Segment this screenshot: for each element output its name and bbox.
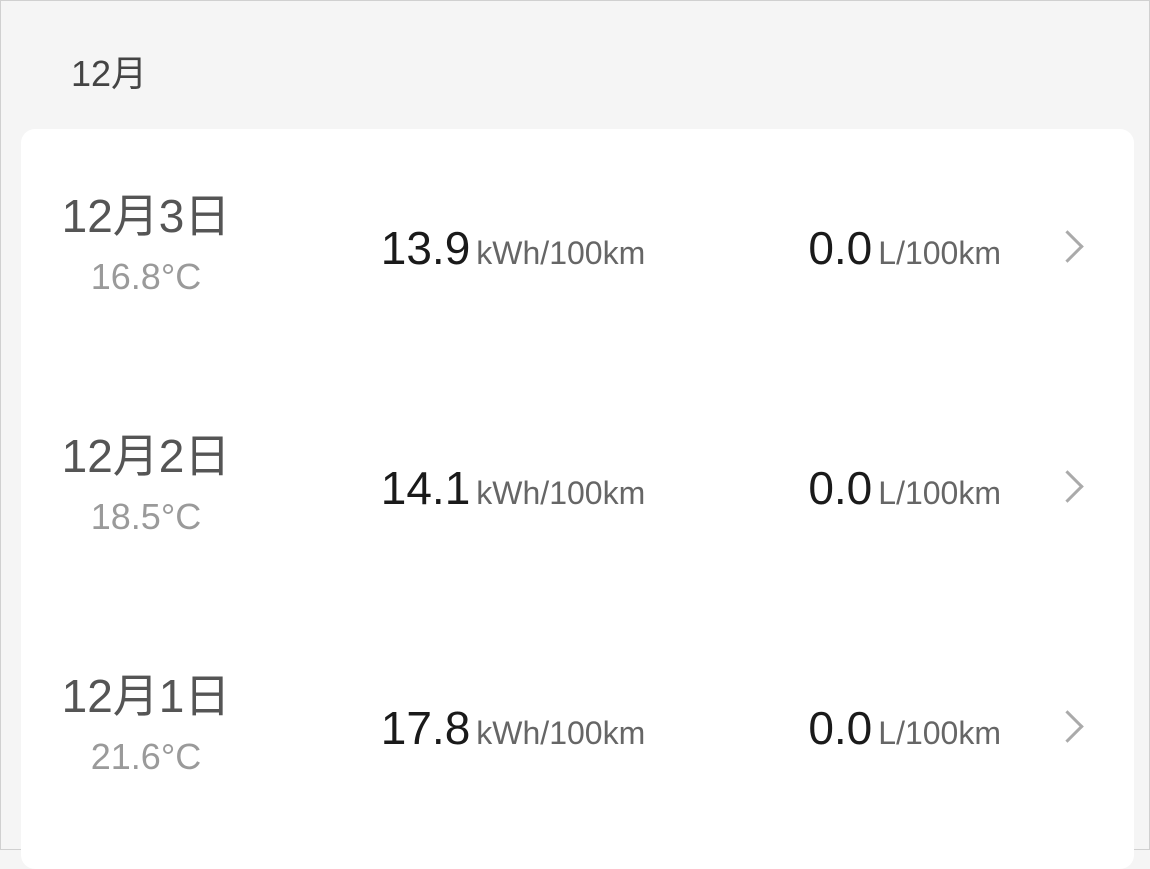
electric-unit: kWh/100km [476, 235, 646, 271]
chevron-right-icon[interactable] [1051, 470, 1084, 503]
fuel-value: 0.0 [808, 462, 873, 514]
fuel-value: 0.0 [808, 702, 873, 754]
date-column: 12月3日 16.8°C [41, 191, 251, 299]
record-date: 12月2日 [61, 430, 231, 482]
record-temperature: 18.5°C [90, 496, 202, 537]
date-column: 12月1日 21.6°C [41, 671, 251, 779]
electric-value: 17.8 [380, 702, 471, 754]
chevron-right-icon[interactable] [1051, 230, 1084, 263]
electric-value: 14.1 [380, 462, 471, 514]
electric-consumption: 13.9 kWh/100km [313, 221, 713, 275]
record-temperature: 16.8°C [90, 256, 202, 297]
fuel-value: 0.0 [808, 222, 873, 274]
electric-value: 13.9 [380, 222, 471, 274]
electric-consumption: 17.8 kWh/100km [313, 701, 713, 755]
fuel-consumption: 0.0 L/100km [808, 701, 1001, 755]
chevron-right-icon[interactable] [1051, 710, 1084, 743]
date-column: 12月2日 18.5°C [41, 431, 251, 539]
electric-unit: kWh/100km [476, 475, 646, 511]
fuel-consumption: 0.0 L/100km [808, 461, 1001, 515]
daily-records-card: 12月3日 16.8°C 13.9 kWh/100km 0.0 L/100km 12… [21, 129, 1134, 869]
record-date: 12月1日 [61, 670, 231, 722]
electric-unit: kWh/100km [476, 715, 646, 751]
electric-consumption: 14.1 kWh/100km [313, 461, 713, 515]
record-row[interactable]: 12月3日 16.8°C 13.9 kWh/100km 0.0 L/100km [21, 129, 1134, 369]
fuel-unit: L/100km [878, 475, 1001, 511]
fuel-unit: L/100km [878, 715, 1001, 751]
record-row[interactable]: 12月1日 21.6°C 17.8 kWh/100km 0.0 L/100km [21, 609, 1134, 849]
record-row[interactable]: 12月2日 18.5°C 14.1 kWh/100km 0.0 L/100km [21, 369, 1134, 609]
fuel-consumption: 0.0 L/100km [808, 221, 1001, 275]
record-date: 12月3日 [61, 190, 231, 242]
month-header: 12月 [71, 53, 148, 94]
record-temperature: 21.6°C [90, 736, 202, 777]
fuel-unit: L/100km [878, 235, 1001, 271]
